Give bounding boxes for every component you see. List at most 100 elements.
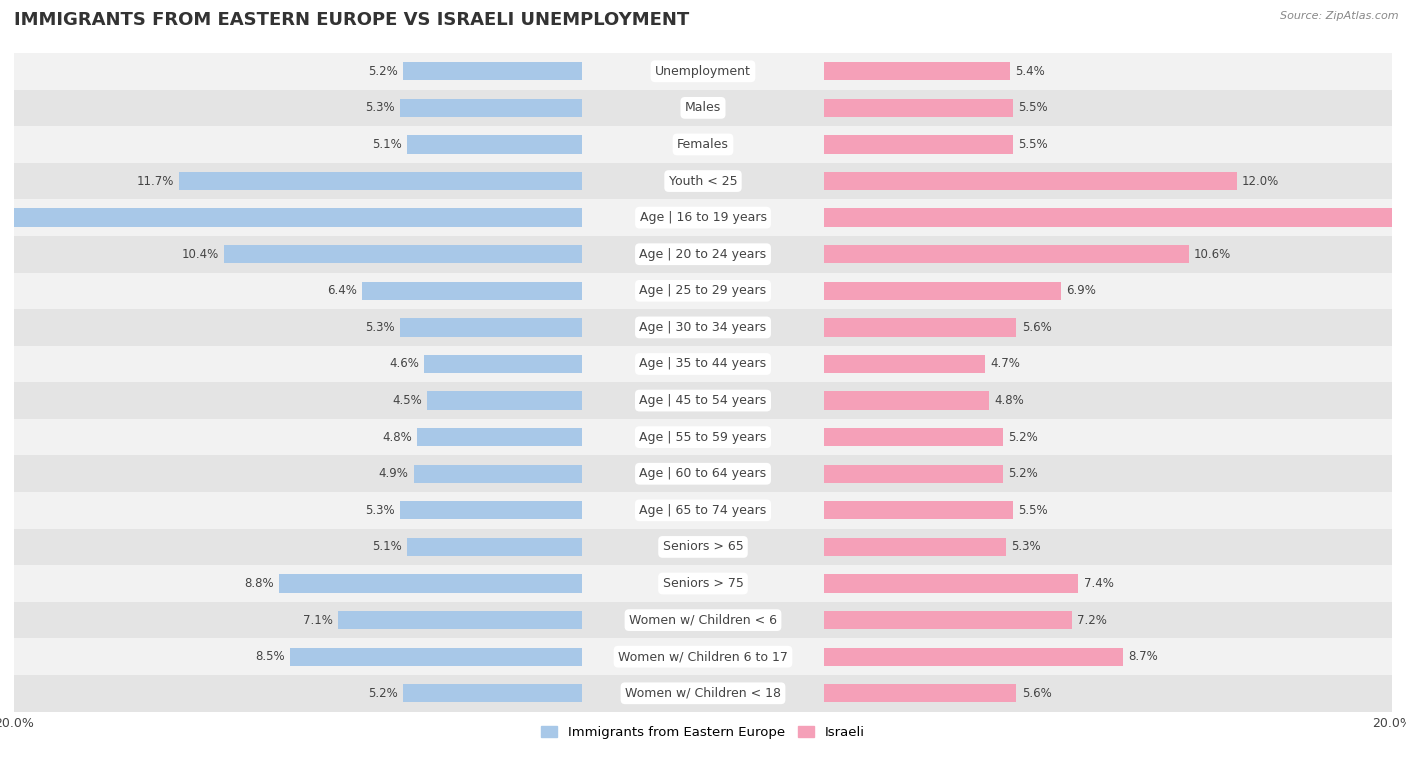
Text: Women w/ Children < 6: Women w/ Children < 6 — [628, 614, 778, 627]
Text: 4.8%: 4.8% — [382, 431, 412, 444]
Text: 4.8%: 4.8% — [994, 394, 1024, 407]
Bar — [0, 208, 582, 227]
Text: Age | 55 to 59 years: Age | 55 to 59 years — [640, 431, 766, 444]
Bar — [337, 611, 582, 629]
Text: 4.5%: 4.5% — [392, 394, 422, 407]
Bar — [404, 62, 582, 80]
Bar — [14, 199, 1392, 236]
Bar — [824, 428, 1002, 447]
Text: 5.6%: 5.6% — [1022, 321, 1052, 334]
Bar — [399, 318, 582, 337]
Bar — [824, 62, 1010, 80]
Bar — [399, 98, 582, 117]
Bar — [824, 172, 1237, 190]
Bar — [224, 245, 582, 263]
Bar — [14, 273, 1392, 309]
Text: 10.6%: 10.6% — [1194, 248, 1232, 260]
Text: Unemployment: Unemployment — [655, 65, 751, 78]
Bar — [14, 638, 1392, 675]
Bar — [14, 89, 1392, 126]
Bar — [824, 282, 1062, 300]
Bar — [14, 675, 1392, 712]
Text: Females: Females — [678, 138, 728, 151]
Text: 7.1%: 7.1% — [302, 614, 333, 627]
Bar — [824, 501, 1012, 519]
Bar — [824, 208, 1406, 227]
Text: 10.4%: 10.4% — [181, 248, 219, 260]
Bar — [824, 465, 1002, 483]
Bar — [824, 647, 1123, 666]
Text: 5.2%: 5.2% — [368, 687, 398, 699]
Text: 8.7%: 8.7% — [1129, 650, 1159, 663]
Text: 5.2%: 5.2% — [1008, 431, 1038, 444]
Bar — [406, 537, 582, 556]
Bar — [413, 465, 582, 483]
Bar — [14, 382, 1392, 419]
Bar — [824, 391, 988, 410]
Text: 12.0%: 12.0% — [1241, 175, 1279, 188]
Text: IMMIGRANTS FROM EASTERN EUROPE VS ISRAELI UNEMPLOYMENT: IMMIGRANTS FROM EASTERN EUROPE VS ISRAEL… — [14, 11, 689, 30]
Text: 4.6%: 4.6% — [389, 357, 419, 370]
Bar — [14, 309, 1392, 346]
Bar — [824, 245, 1188, 263]
Bar — [14, 126, 1392, 163]
Text: 5.4%: 5.4% — [1015, 65, 1045, 78]
Text: 5.5%: 5.5% — [1018, 504, 1047, 517]
Bar — [14, 419, 1392, 456]
Text: Males: Males — [685, 101, 721, 114]
Bar — [14, 163, 1392, 199]
Text: 5.1%: 5.1% — [371, 138, 402, 151]
Bar — [14, 602, 1392, 638]
Legend: Immigrants from Eastern Europe, Israeli: Immigrants from Eastern Europe, Israeli — [536, 721, 870, 744]
Bar — [824, 684, 1017, 702]
Text: Women w/ Children 6 to 17: Women w/ Children 6 to 17 — [619, 650, 787, 663]
Bar — [14, 528, 1392, 565]
Bar — [290, 647, 582, 666]
Bar — [399, 501, 582, 519]
Bar — [14, 492, 1392, 528]
Text: 5.3%: 5.3% — [1011, 540, 1040, 553]
Bar — [824, 611, 1071, 629]
Text: Seniors > 65: Seniors > 65 — [662, 540, 744, 553]
Bar — [418, 428, 582, 447]
Bar — [14, 456, 1392, 492]
Bar — [14, 236, 1392, 273]
Bar — [14, 346, 1392, 382]
Bar — [824, 575, 1078, 593]
Text: Age | 30 to 34 years: Age | 30 to 34 years — [640, 321, 766, 334]
Text: 5.3%: 5.3% — [366, 101, 395, 114]
Bar — [427, 391, 582, 410]
Text: 5.6%: 5.6% — [1022, 687, 1052, 699]
Bar — [361, 282, 582, 300]
Text: Youth < 25: Youth < 25 — [669, 175, 737, 188]
Text: Age | 65 to 74 years: Age | 65 to 74 years — [640, 504, 766, 517]
Text: 4.9%: 4.9% — [378, 467, 409, 480]
Text: Age | 16 to 19 years: Age | 16 to 19 years — [640, 211, 766, 224]
Text: 7.2%: 7.2% — [1077, 614, 1107, 627]
Bar — [824, 98, 1012, 117]
Bar — [824, 318, 1017, 337]
Text: Seniors > 75: Seniors > 75 — [662, 577, 744, 590]
Text: 5.2%: 5.2% — [368, 65, 398, 78]
Text: 5.3%: 5.3% — [366, 321, 395, 334]
Text: 5.3%: 5.3% — [366, 504, 395, 517]
Text: Age | 35 to 44 years: Age | 35 to 44 years — [640, 357, 766, 370]
Bar — [280, 575, 582, 593]
Bar — [425, 355, 582, 373]
Text: Women w/ Children < 18: Women w/ Children < 18 — [626, 687, 780, 699]
Bar — [180, 172, 582, 190]
Text: 5.1%: 5.1% — [371, 540, 402, 553]
Text: Source: ZipAtlas.com: Source: ZipAtlas.com — [1281, 11, 1399, 21]
Text: 6.4%: 6.4% — [328, 285, 357, 298]
Text: 7.4%: 7.4% — [1084, 577, 1114, 590]
Text: 6.9%: 6.9% — [1066, 285, 1097, 298]
Text: 8.5%: 8.5% — [254, 650, 284, 663]
Text: 5.5%: 5.5% — [1018, 101, 1047, 114]
Text: 5.5%: 5.5% — [1018, 138, 1047, 151]
Text: 8.8%: 8.8% — [245, 577, 274, 590]
Text: 11.7%: 11.7% — [136, 175, 174, 188]
Text: Age | 25 to 29 years: Age | 25 to 29 years — [640, 285, 766, 298]
Bar — [824, 355, 986, 373]
Bar — [14, 565, 1392, 602]
Bar — [14, 53, 1392, 89]
